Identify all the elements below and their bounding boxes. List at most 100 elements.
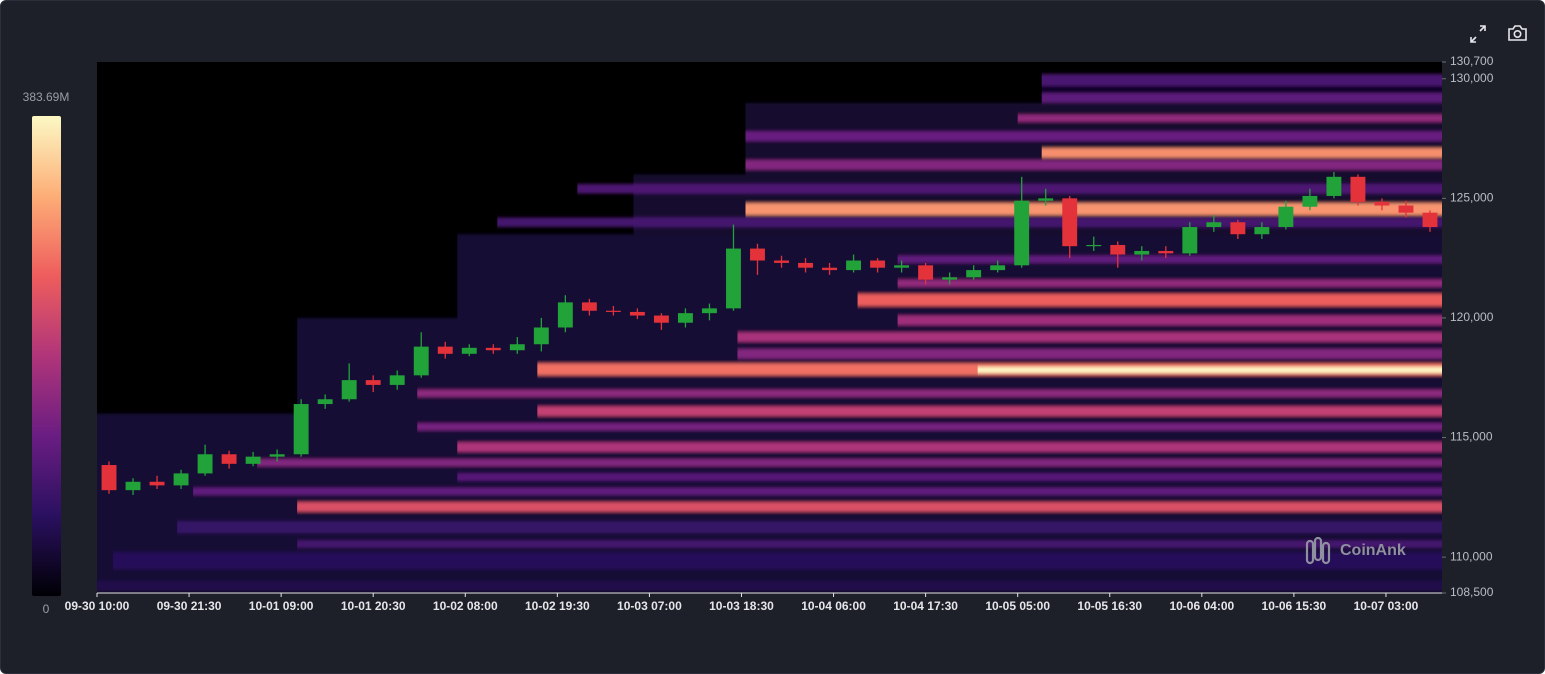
y-tick-label: 108,500 xyxy=(1450,585,1494,599)
candle-body xyxy=(413,346,429,376)
colorbar-label: 383.69M xyxy=(23,90,70,104)
candles xyxy=(101,172,1438,495)
candle-body xyxy=(1086,244,1102,247)
x-tick-label: 10-02 19:30 xyxy=(525,599,590,613)
candle-body xyxy=(509,344,525,351)
candle-body xyxy=(1158,250,1174,254)
candle-body xyxy=(870,260,886,268)
heat-band xyxy=(897,315,1442,326)
heat-band xyxy=(297,540,1442,548)
candle-body xyxy=(1230,222,1246,235)
candle-body xyxy=(269,454,285,457)
candle-body xyxy=(726,248,741,309)
candle-body xyxy=(1350,176,1366,202)
candle-body xyxy=(197,454,213,474)
candle-body xyxy=(942,277,958,280)
candle-body xyxy=(894,265,910,268)
colorbar xyxy=(32,116,61,596)
x-tick-label: 10-05 05:00 xyxy=(985,599,1050,613)
candle-body xyxy=(702,308,717,314)
candle-body xyxy=(774,260,789,263)
candle-body xyxy=(101,465,117,491)
candle-body xyxy=(1326,176,1342,196)
heat-band xyxy=(497,217,1442,228)
candle-body xyxy=(750,248,765,261)
candle-body xyxy=(1110,244,1126,255)
candle-body xyxy=(1062,198,1078,247)
candle-body xyxy=(629,311,645,316)
heat-band xyxy=(417,423,1442,431)
y-tick-label: 120,000 xyxy=(1450,310,1494,324)
candle-body xyxy=(1278,206,1294,228)
heat-band xyxy=(113,552,1442,570)
heat-band xyxy=(897,279,1442,287)
fullscreen-button[interactable] xyxy=(1470,25,1486,43)
heat-band xyxy=(457,473,1442,481)
heat-band xyxy=(745,131,1442,141)
x-tick-label: 10-04 17:30 xyxy=(893,599,958,613)
y-tick-label: 115,000 xyxy=(1450,430,1493,444)
x-tick-label: 10-05 16:30 xyxy=(1077,599,1142,613)
candle-body xyxy=(1302,195,1318,207)
candle-body xyxy=(1134,250,1150,255)
heat-band xyxy=(257,459,1442,467)
candle-body xyxy=(822,267,837,271)
candle-body xyxy=(485,347,501,351)
candle-body xyxy=(245,456,261,464)
heat-band xyxy=(857,294,1442,306)
x-tick-label: 10-04 06:00 xyxy=(801,599,866,613)
heatmap xyxy=(97,73,1442,593)
heat-band xyxy=(577,183,1442,194)
heat-band xyxy=(297,502,1442,512)
y-tick-label: 110,000 xyxy=(1450,549,1493,563)
candle-body xyxy=(1422,212,1438,228)
y-tick-label: 125,000 xyxy=(1450,191,1494,205)
heat-band xyxy=(193,487,1442,495)
candle-body xyxy=(533,327,549,345)
candle-body xyxy=(461,347,477,354)
candle-body xyxy=(1206,222,1222,228)
heat-band xyxy=(897,255,1442,263)
candle-body xyxy=(389,375,405,385)
x-tick-label: 10-01 09:00 xyxy=(249,599,314,613)
candle-body xyxy=(1398,205,1414,213)
candle-body xyxy=(798,262,813,268)
heat-band xyxy=(97,581,1442,591)
candle-body xyxy=(846,260,862,271)
candle-body xyxy=(1182,227,1198,254)
heat-band xyxy=(737,349,1442,359)
candle-body xyxy=(1014,200,1030,266)
x-tick-label: 10-03 07:00 xyxy=(617,599,682,613)
heat-band xyxy=(177,521,1442,534)
candle-body xyxy=(173,473,189,486)
heat-band xyxy=(745,203,1442,216)
x-tick-label: 10-03 18:30 xyxy=(709,599,774,613)
candle-body xyxy=(918,265,934,280)
candle-body xyxy=(557,302,573,328)
heat-band xyxy=(1041,148,1442,158)
heat-band xyxy=(1017,114,1442,122)
watermark: CoinAnk xyxy=(1340,542,1406,559)
candle-body xyxy=(1374,201,1390,206)
candle-body xyxy=(581,302,597,311)
x-tick-label: 10-06 15:30 xyxy=(1262,599,1327,613)
candle-body xyxy=(149,481,165,486)
candle-body xyxy=(365,380,381,385)
colorbar-label: 0 xyxy=(43,602,50,616)
candle-body xyxy=(677,313,693,323)
screenshot-button[interactable] xyxy=(1508,25,1527,41)
x-tick-label: 10-02 08:00 xyxy=(433,599,498,613)
candle-body xyxy=(341,380,357,400)
candle-body xyxy=(221,454,237,464)
x-tick-label: 10-06 04:00 xyxy=(1169,599,1234,613)
x-tick-label: 09-30 21:30 xyxy=(157,599,222,613)
candle-body xyxy=(1254,227,1270,235)
x-tick-label: 10-07 03:00 xyxy=(1354,599,1419,613)
heat-band xyxy=(745,160,1442,170)
heat-band xyxy=(977,366,1442,373)
candle-body xyxy=(966,270,982,278)
candle-body xyxy=(605,310,621,312)
heat-band xyxy=(737,332,1442,342)
heat-band xyxy=(1041,93,1442,103)
